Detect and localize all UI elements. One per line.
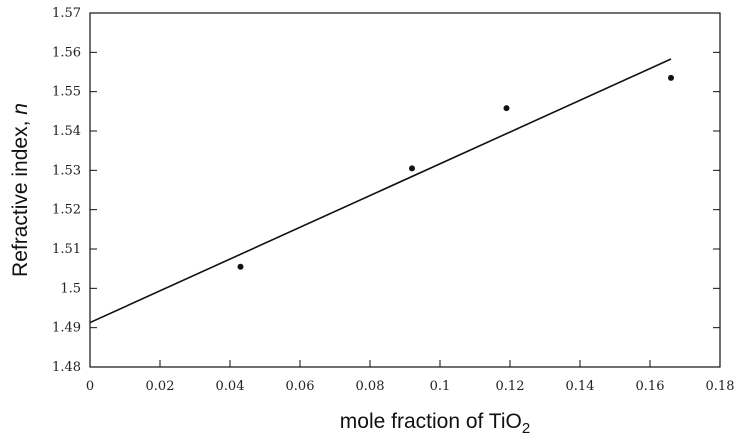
- plot-frame: [89, 12, 721, 368]
- data-points: [237, 74, 674, 270]
- data-point: [503, 105, 510, 112]
- x-tick-label: 0.04: [216, 379, 245, 394]
- y-tick-label: 1.53: [52, 163, 81, 178]
- fit-line: [89, 58, 672, 324]
- data-point: [237, 263, 244, 270]
- y-axis: 1.48 1.49 1.5 1.51 1.52 1.53 1.54 1.55 1.56 1.57: [52, 6, 720, 375]
- y-tick-label: 1.49: [52, 321, 81, 336]
- y-tick-label: 1.52: [52, 203, 81, 218]
- x-tick-label: 0.02: [146, 379, 175, 394]
- data-point: [409, 165, 415, 172]
- x-tick-label: 0.12: [496, 379, 525, 394]
- x-tick-label: 0.06: [286, 379, 315, 394]
- x-tick-label: 0.08: [356, 379, 385, 394]
- x-tick-label: 0.16: [636, 379, 665, 394]
- y-tick-label: 1.51: [52, 242, 81, 257]
- y-tick-label: 1.57: [52, 6, 81, 21]
- x-tick-label: 0.14: [566, 379, 595, 394]
- y-tick-label: 1.54: [52, 124, 81, 139]
- y-tick-label: 1.48: [52, 360, 81, 375]
- x-axis-title: mole fraction of TiO2: [340, 410, 530, 437]
- x-tick-label: 0.18: [706, 379, 735, 394]
- x-axis: 0 0.02 0.04 0.06 0.08 0.1 0.12 0.14 0.16 0.18: [86, 360, 735, 394]
- x-tick-label: 0.1: [430, 379, 451, 394]
- y-tick-label: 1.55: [52, 85, 81, 100]
- data-point: [668, 74, 674, 81]
- y-axis-title: Refractive index, n: [9, 103, 32, 277]
- x-tick-label: 0: [86, 379, 94, 394]
- y-tick-label: 1.56: [52, 45, 81, 60]
- y-tick-label: 1.5: [60, 281, 81, 296]
